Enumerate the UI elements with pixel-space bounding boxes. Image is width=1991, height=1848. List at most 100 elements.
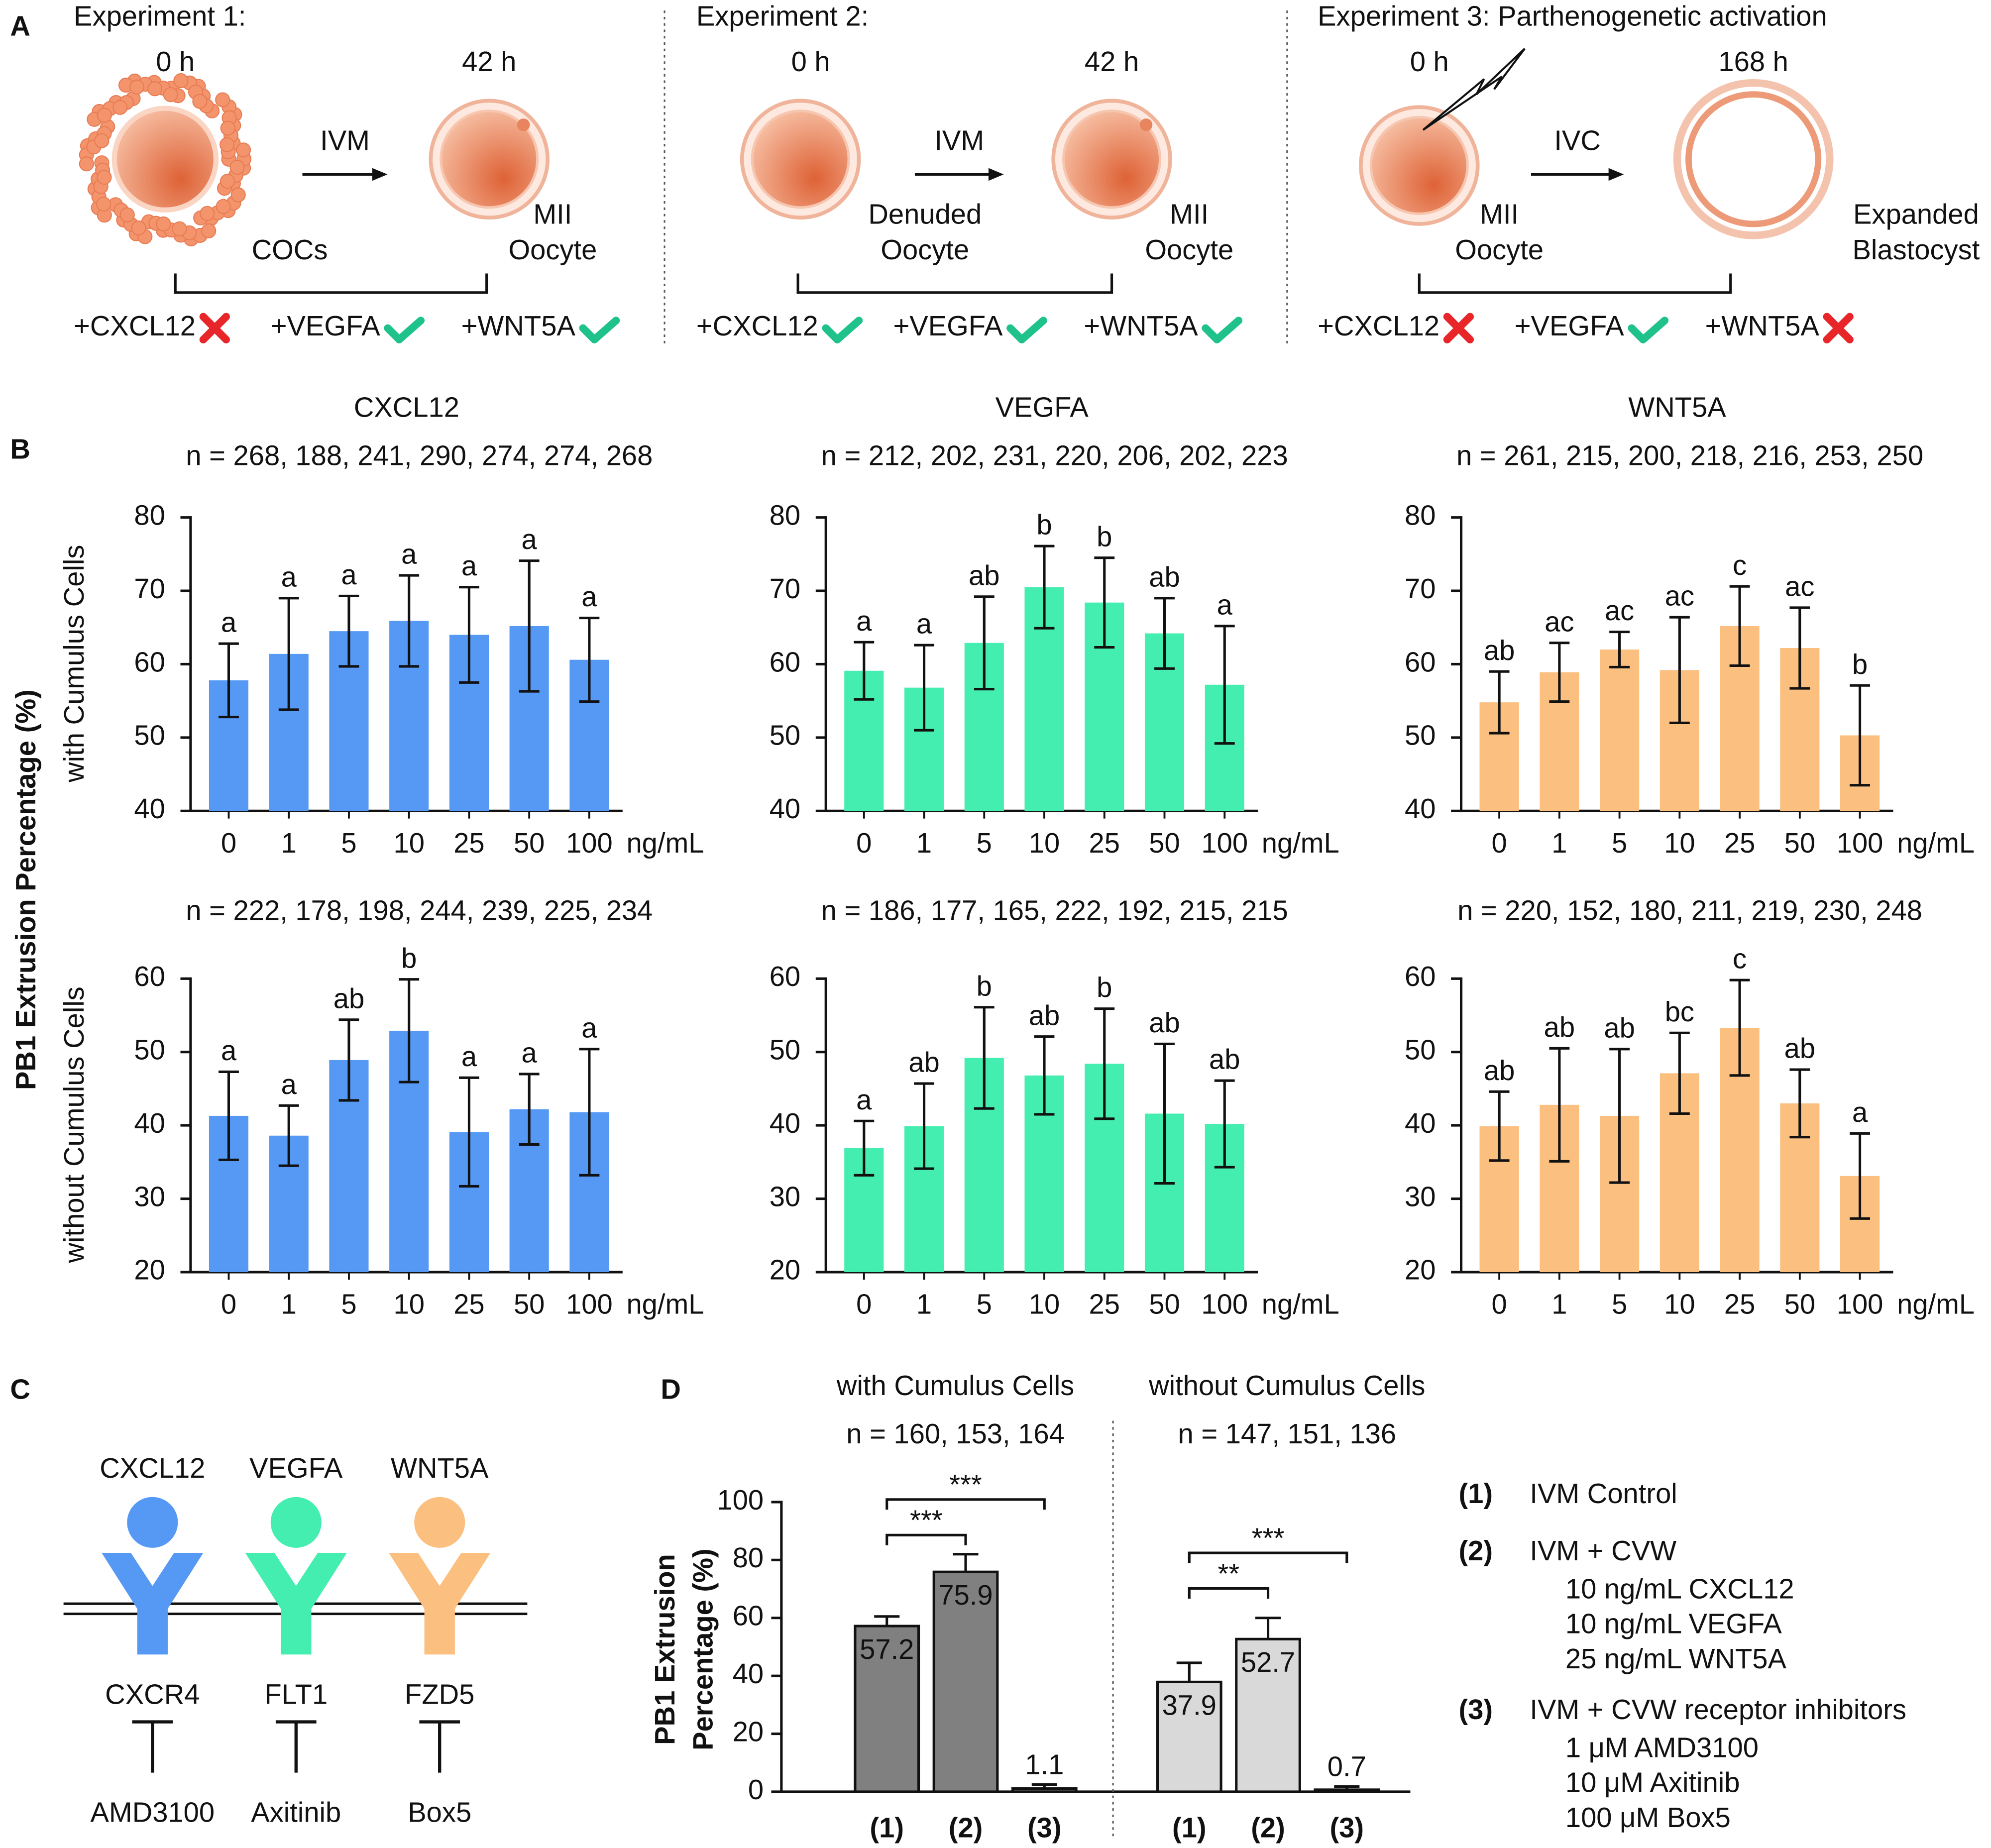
end-label: Oocyte [508, 234, 597, 265]
x-tick-label: 100 [566, 1289, 613, 1320]
significance-letter: a [461, 1041, 477, 1072]
error-bar [519, 1073, 540, 1146]
panel-label: D [661, 1374, 681, 1405]
legend-text: IVM Control [1530, 1478, 1677, 1509]
significance-letter: ac [1665, 580, 1694, 612]
significance-letter: ac [1545, 606, 1574, 637]
y-tick-label: 30 [1405, 1181, 1436, 1212]
start-label: Oocyte [1455, 234, 1544, 265]
x-tick-label: 100 [1837, 827, 1883, 859]
factor-label: +CXCL12 [1318, 310, 1439, 341]
receptor-label: FZD5 [405, 1678, 474, 1710]
legend-key: (2) [1458, 1535, 1493, 1566]
value-label: 75.9 [938, 1579, 993, 1611]
x-unit: ng/mL [626, 1289, 704, 1320]
legend-text: 10 ng/mL VEGFA [1565, 1608, 1782, 1639]
bar [1314, 1788, 1380, 1793]
significance-letter: a [522, 524, 538, 555]
error-bar [399, 978, 420, 1084]
error-bar [1789, 606, 1810, 690]
group-subtitle: n = 160, 153, 164 [846, 1418, 1065, 1449]
y-tick-label: 50 [770, 1034, 800, 1066]
group-title: without Cumulus Cells [1148, 1370, 1425, 1401]
error-bar [854, 641, 875, 701]
start-label: COCs [252, 234, 328, 265]
significance-letter: a [856, 605, 872, 637]
error-bar [1214, 625, 1235, 745]
x-tick-label: 5 [977, 1289, 992, 1320]
process-label: IVM [934, 124, 984, 156]
bracket [174, 273, 488, 294]
significance-letter: a [281, 561, 297, 592]
significance-bracket [885, 1533, 967, 1545]
x-unit: ng/mL [1262, 1289, 1339, 1320]
y-tick-label: 80 [733, 1542, 764, 1573]
ligand-label: VEGFA [249, 1452, 343, 1484]
cumulus-cell [97, 108, 112, 123]
cumulus-cell [200, 206, 215, 221]
significance-letter: a [916, 608, 932, 640]
significance-letter: ab [1149, 561, 1180, 592]
x-tick-label: 0 [1492, 827, 1507, 859]
significance-letter: a [1852, 1096, 1868, 1128]
polar-body [1139, 118, 1153, 131]
significance-letter: b [977, 970, 992, 1001]
error-bar [1729, 978, 1750, 1077]
significance-stars: ** [1218, 1558, 1240, 1589]
error-bar [579, 1048, 600, 1177]
inhibition-symbol [419, 1720, 460, 1773]
y-tick-label: 80 [770, 499, 800, 531]
y-tick-label: 50 [770, 720, 800, 751]
y-axis-label: Percentage (%) [687, 1548, 719, 1750]
y-tick-label: 40 [1405, 1107, 1436, 1139]
y-tick-label: 40 [134, 793, 165, 824]
chart-title: CXCL12 [354, 392, 459, 423]
error-bar [1094, 556, 1115, 649]
error-bar [338, 1018, 359, 1102]
error-bar [219, 642, 239, 719]
experiment-title: Experiment 1: [74, 0, 246, 31]
y-tick-label: 80 [134, 499, 165, 531]
inhibitor-label: Axitinib [251, 1797, 341, 1828]
significance-letter: a [1217, 589, 1233, 620]
significance-letter: ac [1785, 571, 1814, 602]
experiment-title: Experiment 3: Parthenogenetic activation [1318, 0, 1827, 31]
cross-icon [1823, 313, 1854, 343]
x-tick-label: 0 [856, 827, 872, 859]
significance-letter: a [581, 1012, 597, 1043]
end-label: Blastocyst [1852, 234, 1980, 265]
error-bar [1034, 544, 1055, 630]
error-bar [1549, 642, 1570, 703]
y-tick-label: 70 [134, 573, 165, 604]
error-bar [953, 1553, 979, 1572]
error-bar [1154, 1042, 1175, 1185]
process-label: IVM [320, 124, 370, 156]
y-tick-label: 0 [748, 1774, 764, 1805]
bar [932, 1570, 999, 1793]
y-tick-label: 80 [1405, 499, 1436, 531]
y-tick-label: 70 [1405, 573, 1436, 604]
significance-letter: a [281, 1069, 297, 1100]
significance-letter: ab [1209, 1044, 1240, 1075]
x-tick-label: 100 [566, 827, 613, 859]
panel-label: A [10, 10, 30, 42]
error-bar [1850, 684, 1870, 787]
cumulus-cell [173, 73, 189, 89]
error-bar [278, 597, 299, 711]
cumulus-cell [119, 207, 135, 222]
legend-key: (3) [1458, 1694, 1493, 1725]
experiment-title: Experiment 2: [696, 0, 869, 31]
error-bar [519, 559, 540, 693]
check-icon [1628, 317, 1669, 343]
x-tick-label: 25 [453, 1289, 484, 1320]
check-icon [579, 317, 620, 343]
significance-letter: a [522, 1037, 538, 1068]
significance-letter: bc [1665, 996, 1694, 1027]
factor-label: +VEGFA [893, 310, 1003, 341]
y-tick-label: 60 [1405, 961, 1436, 992]
end-label: Expanded [1853, 199, 1979, 230]
error-bar [1154, 597, 1175, 670]
start-label: Denuded [868, 199, 982, 230]
significance-letter: c [1733, 549, 1747, 581]
x-tick-label: 5 [977, 827, 992, 859]
